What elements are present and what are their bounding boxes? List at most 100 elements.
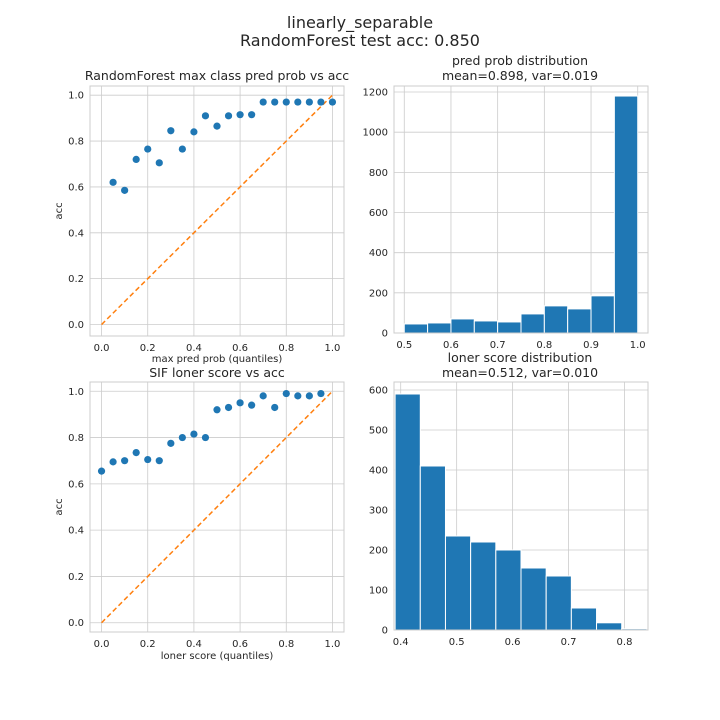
scatter-point	[282, 389, 290, 398]
scatter-point	[121, 186, 129, 194]
y-tick-label: 0.4	[68, 228, 84, 239]
y-tick-label: 0.0	[68, 618, 84, 629]
x-tick-label: 0.0	[94, 343, 110, 354]
histogram-bar	[520, 567, 547, 631]
scatter-point	[328, 98, 337, 106]
panel-loner-score-vs-acc: SIF loner score vs acc loner score (quan…	[54, 365, 345, 662]
histogram-bar	[495, 549, 522, 631]
y-tick-label: 0.0	[68, 320, 84, 331]
reference-diagonal	[101, 390, 333, 624]
panel-pred-prob-vs-acc: RandomForest max class pred prob vs acc …	[54, 68, 349, 365]
histogram-bar	[470, 541, 497, 631]
x-tick-label: 0.5	[449, 637, 465, 648]
x-tick-label: 0.4	[186, 343, 202, 354]
y-tick-label: 0	[382, 626, 388, 637]
scatter-point	[259, 392, 267, 400]
scatter-point	[305, 392, 313, 400]
panel-title-line2: mean=0.898, var=0.019	[442, 68, 598, 83]
scatter-point	[213, 406, 221, 414]
histogram-bar	[497, 321, 522, 334]
scatter-point	[224, 403, 233, 412]
scatter-point	[155, 159, 163, 167]
panel-pred-prob-distribution: pred prob distribution mean=0.898, var=0…	[363, 53, 649, 351]
x-tick-label: 0.9	[583, 340, 599, 351]
panel-loner-score-distribution: loner score distribution mean=0.512, var…	[369, 350, 649, 648]
y-tick-label: 800	[369, 168, 388, 179]
panel-title-line2: mean=0.512, var=0.010	[442, 365, 598, 380]
x-tick-label: 0.6	[443, 340, 459, 351]
scatter-point	[201, 433, 210, 442]
scatter-point	[109, 458, 117, 466]
scatter-point	[155, 457, 163, 465]
y-tick-label: 0	[382, 329, 388, 340]
histogram-bar	[590, 295, 615, 334]
scatter-point	[317, 389, 325, 398]
y-tick-label: 100	[369, 586, 388, 597]
y-tick-label: 0.6	[68, 479, 84, 490]
scatter-point	[305, 98, 313, 106]
scatter-point	[236, 111, 244, 119]
y-tick-label: 400	[369, 466, 388, 477]
y-tick-label: 200	[369, 546, 388, 557]
scatter-point	[317, 98, 325, 106]
histogram-bar	[543, 305, 569, 334]
y-tick-label: 400	[369, 248, 388, 259]
histogram-bar	[545, 575, 572, 631]
scatter-point	[248, 111, 256, 119]
scatter-point	[132, 155, 140, 163]
scatter-point	[109, 178, 117, 186]
y-tick-label: 1200	[363, 88, 388, 99]
x-tick-label: 0.8	[617, 637, 633, 648]
y-tick-label: 600	[369, 386, 388, 397]
x-tick-label: 0.4	[186, 639, 202, 650]
histogram-bar	[567, 308, 592, 334]
scatter-point	[190, 128, 198, 136]
figure-title-line1: linearly_separable	[287, 13, 433, 33]
axes-frame	[89, 381, 345, 633]
y-tick-label: 0.8	[68, 433, 84, 444]
x-tick-label: 0.2	[140, 343, 156, 354]
histogram-bar	[444, 535, 472, 631]
x-tick-label: 0.6	[232, 343, 248, 354]
histogram-bar	[520, 313, 545, 334]
axes-frame	[393, 381, 649, 631]
y-tick-label: 0.2	[68, 274, 84, 285]
scatter-point	[144, 455, 152, 464]
x-axis-label: max pred prob (quantiles)	[152, 354, 283, 365]
scatter-point	[190, 430, 198, 438]
y-tick-label: 1.0	[68, 91, 84, 102]
scatter-point	[282, 98, 290, 106]
x-tick-label: 0.4	[393, 637, 409, 648]
scatter-point	[213, 122, 221, 130]
x-axis-label: loner score (quantiles)	[161, 651, 274, 662]
scatter-point	[132, 449, 140, 457]
histogram-bar	[427, 322, 452, 334]
x-tick-label: 0.6	[232, 639, 248, 650]
scatter-point	[97, 467, 106, 475]
scatter-point	[294, 98, 302, 106]
histogram-bar	[403, 323, 429, 334]
panel-title: RandomForest max class pred prob vs acc	[85, 68, 349, 83]
x-tick-label: 0.8	[536, 340, 552, 351]
figure-title-line2: RandomForest test acc: 0.850	[240, 31, 480, 50]
x-tick-label: 0.8	[278, 639, 294, 650]
y-tick-label: 1.0	[68, 387, 84, 398]
histogram-bar	[394, 393, 421, 631]
panel-title-line1: pred prob distribution	[452, 53, 588, 68]
reference-diagonal	[101, 94, 333, 326]
scatter-point	[178, 145, 186, 153]
axes-frame	[393, 85, 649, 334]
histogram-bar	[473, 320, 499, 334]
scatter-point	[178, 433, 186, 442]
x-tick-label: 1.0	[630, 340, 646, 351]
x-tick-label: 0.7	[490, 340, 506, 351]
scatter-point	[294, 392, 302, 400]
histogram-bar	[570, 607, 598, 631]
scatter-point	[201, 112, 210, 120]
histogram-bar	[450, 318, 475, 334]
histogram-bar	[419, 465, 446, 631]
histogram-bar	[596, 622, 623, 631]
scatter-point	[144, 145, 152, 153]
